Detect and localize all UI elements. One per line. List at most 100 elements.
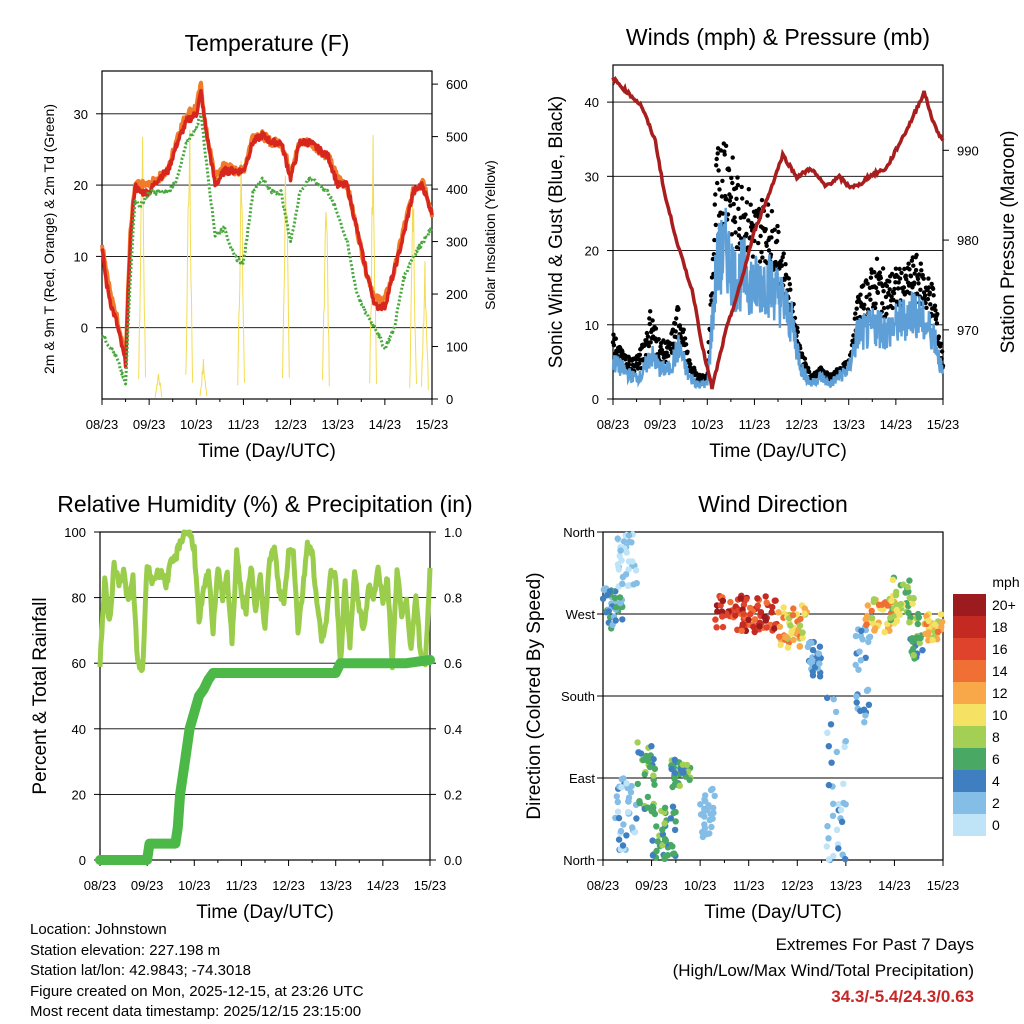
- direction-point: [620, 821, 627, 828]
- direction-point: [824, 694, 831, 701]
- direction-point: [614, 798, 621, 806]
- direction-point: [923, 612, 930, 620]
- legend-swatch: [953, 814, 986, 836]
- precip-y-tick-label: 0.0: [444, 853, 462, 868]
- direction-point: [712, 616, 719, 623]
- pressure-y-tick-label: 990: [957, 143, 979, 158]
- gust-point: [676, 306, 681, 312]
- extremes-values: 34.3/-5.4/24.3/0.63: [831, 987, 974, 1006]
- gust-point: [877, 270, 882, 275]
- solar-insolation-line: [199, 358, 208, 397]
- x-tick-label: 11/23: [228, 417, 260, 432]
- direction-point: [909, 638, 916, 645]
- direction-point: [784, 644, 792, 651]
- gust-point: [750, 254, 756, 259]
- gust-point: [719, 194, 725, 199]
- direction-point: [718, 608, 726, 615]
- direction-point: [801, 610, 808, 617]
- direction-point: [668, 765, 675, 773]
- x-tick-label: 10/23: [691, 417, 724, 432]
- gust-point: [759, 249, 764, 255]
- direction-point: [751, 616, 759, 623]
- rh-y-tick-label: 100: [64, 525, 86, 540]
- direction-point: [887, 614, 894, 621]
- solar-y-tick-label: 500: [446, 130, 468, 145]
- direction-point: [906, 577, 913, 584]
- direction-point: [627, 789, 635, 796]
- direction-point: [862, 712, 869, 719]
- solar-insolation-line: [421, 261, 429, 391]
- direction-point: [625, 566, 632, 573]
- rh-y-tick-label: 60: [72, 656, 86, 671]
- gust-point: [786, 276, 791, 281]
- direction-point: [910, 652, 917, 659]
- wind-ylabel: Sonic Wind & Gust (Blue, Black): [546, 96, 567, 368]
- x-tick-label: 14/23: [880, 417, 913, 432]
- direction-point: [617, 827, 625, 835]
- legend-label: 4: [992, 773, 1000, 789]
- direction-point: [833, 748, 840, 756]
- direction-point: [897, 600, 904, 608]
- direction-point: [902, 589, 909, 596]
- gust-point: [729, 232, 734, 237]
- gust-point: [650, 318, 655, 323]
- gust-point: [728, 195, 734, 200]
- direction-point: [893, 606, 900, 614]
- temperature-panel: Temperature (F) Time (Day/UTC) 08/23 09/23 1…: [41, 30, 498, 462]
- direction-point: [865, 701, 873, 708]
- gust-point: [934, 321, 940, 326]
- gust-point: [724, 197, 729, 202]
- direction-point: [761, 614, 768, 621]
- gust-point: [806, 369, 812, 375]
- direction-point: [865, 634, 873, 641]
- direction-point: [904, 583, 911, 591]
- gust-point: [872, 270, 877, 275]
- direction-point: [835, 801, 842, 808]
- direction-point: [679, 761, 687, 768]
- direction-point: [653, 823, 660, 830]
- gust-point: [733, 230, 738, 235]
- direction-point: [617, 547, 624, 554]
- dir-y-tick-label: East: [569, 771, 595, 786]
- direction-point: [615, 814, 623, 822]
- direction-point: [835, 845, 842, 852]
- direction-point: [709, 785, 716, 793]
- legend-label: 14: [992, 663, 1008, 679]
- gust-point: [717, 187, 722, 192]
- gust-point: [906, 261, 911, 266]
- direction-point: [884, 602, 891, 609]
- gust-point: [748, 202, 753, 207]
- gust-point: [873, 301, 878, 306]
- extremes-heading: Extremes For Past 7 Days: [775, 935, 974, 954]
- gust-point: [769, 209, 775, 214]
- gust-point: [939, 349, 945, 354]
- direction-point: [702, 792, 709, 799]
- gust-point: [878, 275, 883, 281]
- gust-point: [671, 341, 676, 346]
- direction-point: [827, 721, 835, 728]
- gust-point: [646, 343, 651, 349]
- precip-y-tick-label: 0.2: [444, 787, 462, 802]
- gust-point: [763, 227, 768, 232]
- direction-point: [680, 769, 687, 776]
- gust-point: [795, 329, 800, 335]
- legend-swatch: [953, 660, 986, 682]
- gust-point: [683, 342, 689, 347]
- gust-point: [928, 302, 933, 307]
- legend-swatch: [953, 726, 986, 748]
- direction-point: [618, 784, 625, 791]
- gust-point: [756, 240, 761, 246]
- direction-point: [671, 850, 678, 857]
- direction-point: [670, 809, 677, 817]
- gust-point: [864, 294, 869, 300]
- solar-insolation-line: [154, 373, 163, 398]
- direction-point: [830, 800, 837, 807]
- gust-point: [611, 332, 616, 337]
- direction-point: [746, 604, 754, 612]
- direction-point: [710, 804, 717, 812]
- winds-xlabel: Time (Day/UTC): [709, 441, 847, 462]
- direction-point: [840, 780, 847, 787]
- gust-point: [897, 276, 903, 281]
- direction-point: [711, 792, 718, 800]
- gust-point: [779, 258, 784, 263]
